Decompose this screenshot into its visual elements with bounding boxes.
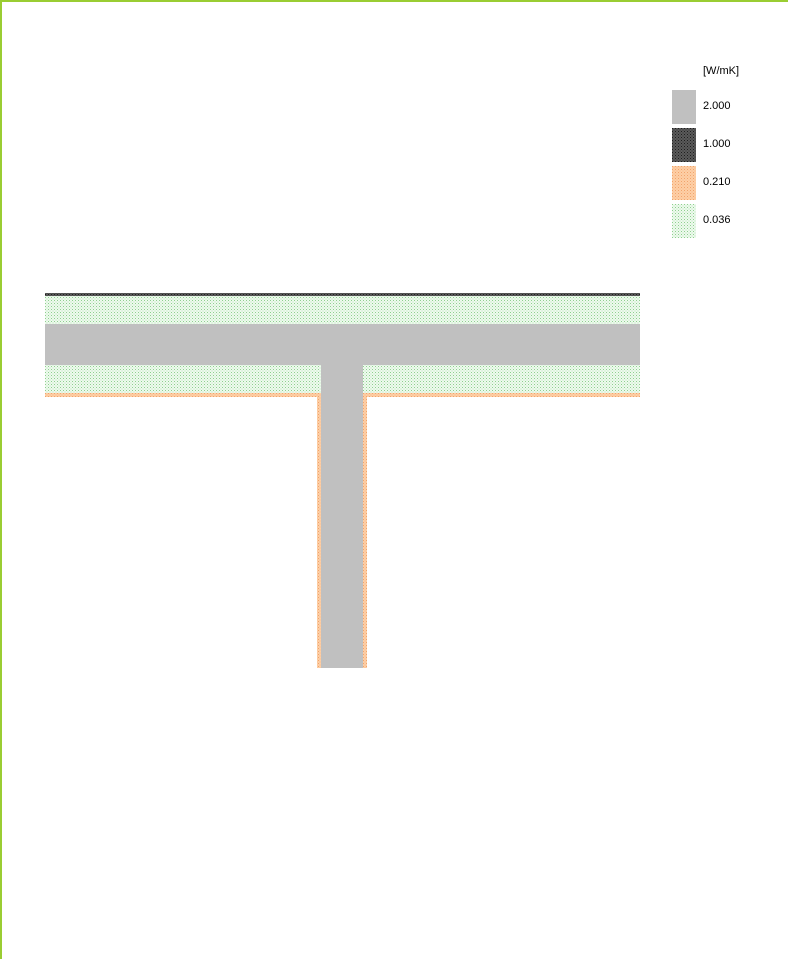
plaster-wall-right <box>363 393 367 668</box>
plaster-ceiling-right <box>363 393 640 397</box>
legend-label: 0.210 <box>703 176 731 188</box>
legend-item: 0.210 <box>672 166 772 200</box>
legend-label: 2.000 <box>703 100 731 112</box>
concrete-slab <box>45 324 640 365</box>
plaster-ceiling-left <box>45 393 321 397</box>
legend-swatch-plaster <box>672 166 696 200</box>
legend-unit: [W/mK] <box>703 65 740 77</box>
legend-swatch-concrete <box>672 90 696 124</box>
legend-label: 1.000 <box>703 138 731 150</box>
insulation-layer-bottom-left <box>45 365 321 393</box>
legend-item: 2.000 <box>672 90 772 124</box>
legend-swatch-insulation <box>672 204 696 238</box>
membrane-layer <box>45 293 640 296</box>
plaster-wall-left <box>317 393 321 668</box>
legend-item: 0.036 <box>672 204 772 238</box>
insulation-layer-bottom-right <box>363 365 640 393</box>
insulation-layer-top <box>45 296 640 324</box>
legend-label: 0.036 <box>703 214 731 226</box>
legend-swatch-membrane <box>672 128 696 162</box>
concrete-wall <box>321 365 363 668</box>
legend-item: 1.000 <box>672 128 772 162</box>
